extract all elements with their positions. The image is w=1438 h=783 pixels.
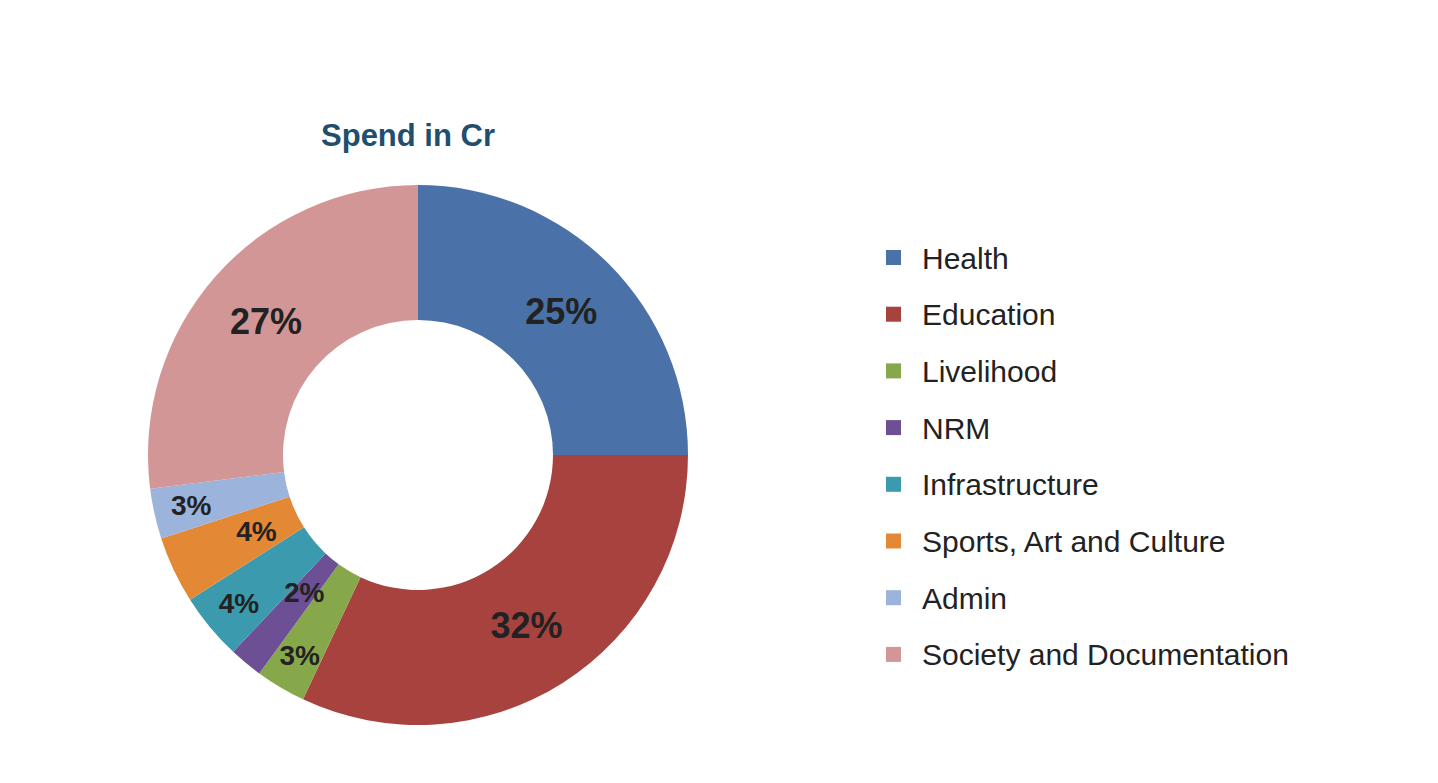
legend-swatch <box>886 590 901 605</box>
legend-swatch <box>886 647 901 662</box>
data-label: 2% <box>284 577 325 608</box>
legend-label: Society and Documentation <box>922 638 1289 671</box>
legend-label: NRM <box>922 412 990 445</box>
legend-swatch <box>886 534 901 549</box>
legend-label: Admin <box>922 582 1007 615</box>
slice <box>418 185 688 455</box>
data-label: 25% <box>525 291 597 332</box>
data-label: 27% <box>230 301 302 342</box>
legend-item: NRM <box>886 412 990 445</box>
legend-label: Education <box>922 298 1055 331</box>
legend-item: Sports, Art and Culture <box>886 525 1226 558</box>
slice <box>148 185 418 489</box>
legend-item: Livelihood <box>886 355 1057 388</box>
data-label: 3% <box>171 490 212 521</box>
legend: Health Education Livelihood NRM Infrastructu… <box>886 242 1289 672</box>
slice <box>303 455 688 725</box>
title: Spend in Cr <box>321 118 495 153</box>
data-label: 32% <box>490 605 562 646</box>
data-labels: 25%32%3%2%4%4%3%27% <box>171 291 597 670</box>
legend-item: Admin <box>886 582 1007 615</box>
legend-swatch <box>886 420 901 435</box>
legend-item: Infrastructure <box>886 468 1099 501</box>
legend-item: Health <box>886 242 1009 275</box>
data-label: 3% <box>279 640 320 671</box>
legend-label: Livelihood <box>922 355 1057 388</box>
legend-item: Society and Documentation <box>886 638 1289 671</box>
legend-swatch <box>886 363 901 378</box>
data-label: 4% <box>219 588 260 619</box>
data-label: 4% <box>236 516 277 547</box>
legend-item: Education <box>886 298 1055 331</box>
donut <box>148 185 688 725</box>
legend-swatch <box>886 250 901 265</box>
legend-label: Health <box>922 242 1009 275</box>
legend-swatch <box>886 307 901 322</box>
legend-label: Sports, Art and Culture <box>922 525 1226 558</box>
legend-label: Infrastructure <box>922 468 1099 501</box>
legend-swatch <box>886 477 901 492</box>
chart: Spend in Cr25%32%3%2%4%4%3%27%HealthEduc… <box>0 0 1438 783</box>
